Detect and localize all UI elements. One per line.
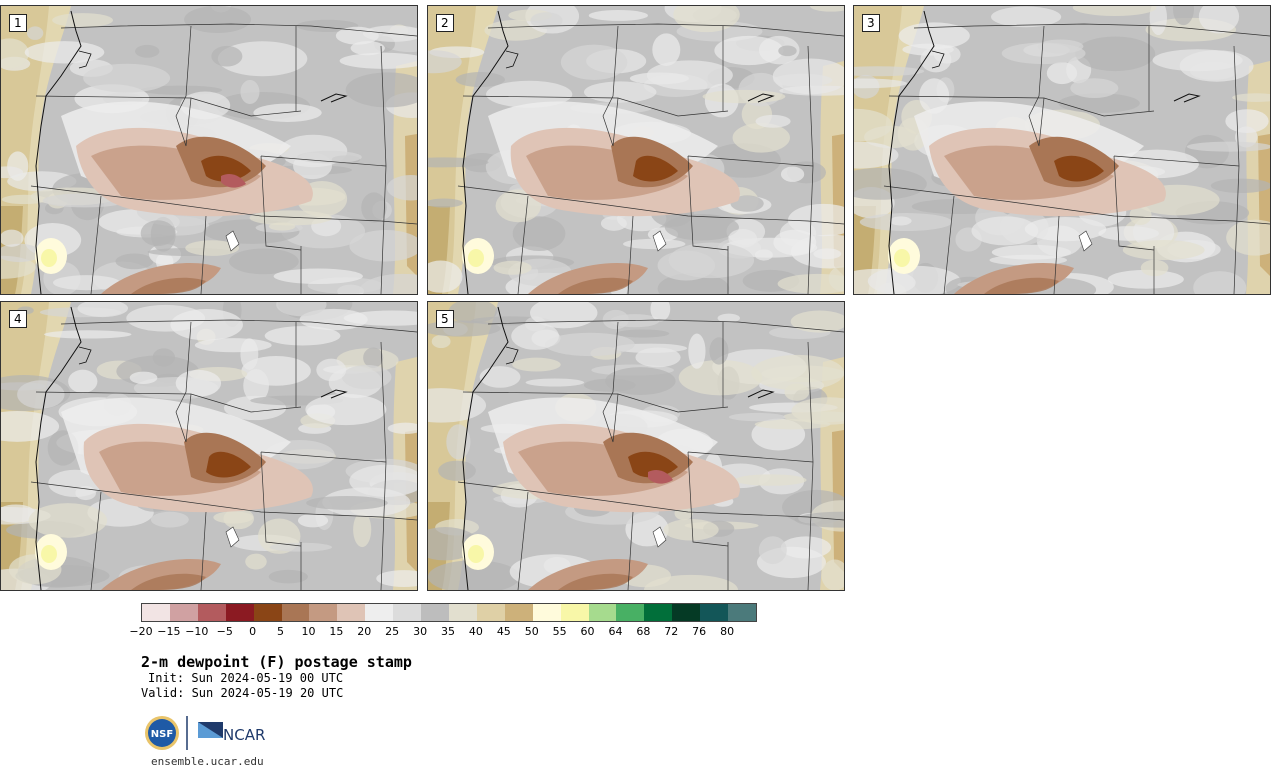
colorbar-tick-label: 55 <box>552 625 567 638</box>
colorbar-swatch <box>644 604 673 621</box>
colorbar-tick-label: 25 <box>385 625 400 638</box>
colorbar-swatch <box>588 604 617 621</box>
member-label-5: 5 <box>436 310 454 328</box>
colorbar-tick-label: −15 <box>157 625 181 638</box>
colorbar-tick-label: 80 <box>720 625 735 638</box>
colorbar-swatch <box>700 604 729 621</box>
colorbar <box>141 603 757 622</box>
ensemble-member-panel-3: 3 <box>853 5 1271 295</box>
dewpoint-map-1 <box>1 6 417 294</box>
nsf-ncar-logo: NSF NCAR <box>145 714 275 752</box>
svg-text:NCAR: NCAR <box>223 726 265 744</box>
dewpoint-map-3 <box>854 6 1270 294</box>
colorbar-swatch <box>532 604 561 621</box>
site-url[interactable]: ensemble.ucar.edu <box>151 755 264 768</box>
colorbar-swatch <box>197 604 226 621</box>
coastline <box>888 10 935 294</box>
dewpoint-map-2 <box>428 6 844 294</box>
colorbar-swatch <box>560 604 589 621</box>
colorbar-swatch <box>504 604 533 621</box>
ensemble-member-panel-2: 2 <box>427 5 845 295</box>
dewpoint-map-4 <box>1 302 417 590</box>
svg-text:NSF: NSF <box>151 729 173 740</box>
colorbar-tick-label: 50 <box>524 625 539 638</box>
colorbar-ticks: −20 −15 −10 −5 0 5 10 15 20 25 30 35 40 45 50 55 60 64 68 7… <box>129 625 755 639</box>
coastline <box>35 306 82 590</box>
ensemble-member-panel-1: 1 <box>0 5 418 295</box>
colorbar-swatch <box>281 604 310 621</box>
dewpoint-map-5 <box>428 302 844 590</box>
colorbar-swatch <box>393 604 422 621</box>
member-label-1: 1 <box>9 14 27 32</box>
colorbar-tick-label: 68 <box>636 625 651 638</box>
colorbar-swatch <box>448 604 477 621</box>
colorbar-swatch <box>476 604 505 621</box>
colorbar-tick-label: 45 <box>496 625 511 638</box>
colorbar-swatch <box>672 604 701 621</box>
colorbar-tick-label: 64 <box>608 625 623 638</box>
colorbar-swatch <box>142 604 170 621</box>
colorbar-swatch <box>253 604 282 621</box>
colorbar-swatch <box>309 604 338 621</box>
colorbar-swatch <box>365 604 394 621</box>
valid-time: Valid: Sun 2024-05-19 20 UTC <box>141 686 344 700</box>
colorbar-tick-label: 20 <box>357 625 372 638</box>
colorbar-tick-label: 60 <box>580 625 595 638</box>
plot-title: 2-m dewpoint (F) postage stamp <box>141 653 412 671</box>
colorbar-swatch <box>225 604 254 621</box>
coastline <box>35 10 82 294</box>
member-label-4: 4 <box>9 310 27 328</box>
colorbar-swatch <box>421 604 449 621</box>
colorbar-tick-label: −20 <box>129 625 153 638</box>
colorbar-swatch <box>169 604 198 621</box>
colorbar-tick-label: 10 <box>301 625 316 638</box>
colorbar-swatch <box>337 604 366 621</box>
colorbar-tick-label: 30 <box>413 625 428 638</box>
colorbar-tick-label: 76 <box>692 625 707 638</box>
colorbar-swatch <box>728 604 756 621</box>
colorbar-tick-label: 5 <box>277 625 285 638</box>
ensemble-member-panel-4: 4 <box>0 301 418 591</box>
colorbar-swatch <box>616 604 645 621</box>
colorbar-tick-label: 72 <box>664 625 679 638</box>
member-label-3: 3 <box>862 14 880 32</box>
colorbar-tick-label: 35 <box>441 625 455 638</box>
colorbar-tick-label: −5 <box>216 625 233 638</box>
colorbar-tick-label: 15 <box>329 625 344 638</box>
init-time: Init: Sun 2024-05-19 00 UTC <box>148 671 344 685</box>
member-label-2: 2 <box>436 14 454 32</box>
colorbar-tick-label: 0 <box>249 625 257 638</box>
colorbar-tick-label: 40 <box>468 625 483 638</box>
colorbar-tick-label: −10 <box>185 625 209 638</box>
coastline <box>462 306 509 590</box>
ensemble-member-panel-5: 5 <box>427 301 845 591</box>
coastline <box>462 10 509 294</box>
